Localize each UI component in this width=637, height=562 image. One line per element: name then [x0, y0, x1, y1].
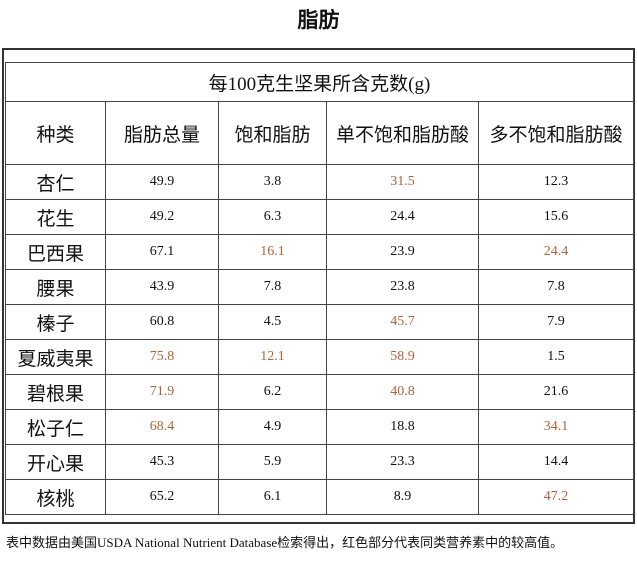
value-cell: 49.9: [105, 164, 219, 200]
value-cell: 7.9: [478, 304, 634, 340]
nut-name: 夏威夷果: [5, 339, 106, 375]
column-header: 单不饱和脂肪酸: [326, 101, 479, 165]
value-cell: 6.3: [218, 199, 327, 235]
nut-name: 花生: [5, 199, 106, 235]
nut-name: 腰果: [5, 269, 106, 305]
data-row: 腰果 43.9 7.8 23.8 7.8: [5, 269, 634, 305]
page-title: 脂肪: [297, 8, 340, 32]
nutrition-table: 每100克生坚果所含克数(g) 种类 脂肪总量 饱和脂肪 单不饱和脂肪酸 多不饱和脂肪酸杏…: [5, 62, 634, 515]
data-row: 夏威夷果 75.8 12.1 58.9 1.5: [5, 339, 634, 375]
value-cell: 8.9: [326, 479, 479, 515]
value-cell: 7.8: [218, 269, 327, 305]
value-cell: 18.8: [326, 409, 479, 445]
value-cell: 34.1: [478, 409, 634, 445]
nut-name: 杏仁: [5, 164, 106, 200]
data-row: 碧根果 71.9 6.2 40.8 21.6: [5, 374, 634, 410]
value-cell: 31.5: [326, 164, 479, 200]
nut-name: 核桃: [5, 479, 106, 515]
table-caption: 每100克生坚果所含克数(g): [5, 62, 634, 102]
nut-name: 榛子: [5, 304, 106, 340]
value-cell: 23.8: [326, 269, 479, 305]
value-cell: 16.1: [218, 234, 327, 270]
value-cell: 47.2: [478, 479, 634, 515]
value-cell: 12.1: [218, 339, 327, 375]
data-row: 榛子 60.8 4.5 45.7 7.9: [5, 304, 634, 340]
value-cell: 21.6: [478, 374, 634, 410]
nut-name: 松子仁: [5, 409, 106, 445]
value-cell: 23.3: [326, 444, 479, 480]
data-row: 开心果 45.3 5.9 23.3 14.4: [5, 444, 634, 480]
column-header: 饱和脂肪: [218, 101, 327, 165]
value-cell: 7.8: [478, 269, 634, 305]
value-cell: 6.2: [218, 374, 327, 410]
caption-row: 每100克生坚果所含克数(g): [5, 62, 634, 102]
column-header: 脂肪总量: [105, 101, 219, 165]
table-frame: [2, 48, 635, 524]
value-cell: 3.8: [218, 164, 327, 200]
value-cell: 15.6: [478, 199, 634, 235]
value-cell: 24.4: [326, 199, 479, 235]
value-cell: 45.7: [326, 304, 479, 340]
nut-name: 巴西果: [5, 234, 106, 270]
value-cell: 65.2: [105, 479, 219, 515]
value-cell: 49.2: [105, 199, 219, 235]
value-cell: 24.4: [478, 234, 634, 270]
value-cell: 67.1: [105, 234, 219, 270]
column-header: 种类: [5, 101, 106, 165]
value-cell: 45.3: [105, 444, 219, 480]
header-row: 种类 脂肪总量 饱和脂肪 单不饱和脂肪酸 多不饱和脂肪酸: [5, 101, 634, 165]
nut-name: 开心果: [5, 444, 106, 480]
value-cell: 14.4: [478, 444, 634, 480]
nut-name: 碧根果: [5, 374, 106, 410]
value-cell: 40.8: [326, 374, 479, 410]
data-row: 松子仁 68.4 4.9 18.8 34.1: [5, 409, 634, 445]
value-cell: 60.8: [105, 304, 219, 340]
value-cell: 1.5: [478, 339, 634, 375]
value-cell: 68.4: [105, 409, 219, 445]
value-cell: 43.9: [105, 269, 219, 305]
value-cell: 4.9: [218, 409, 327, 445]
column-header: 多不饱和脂肪酸: [478, 101, 634, 165]
value-cell: 6.1: [218, 479, 327, 515]
data-row: 巴西果 67.1 16.1 23.9 24.4: [5, 234, 634, 270]
value-cell: 58.9: [326, 339, 479, 375]
data-row: 花生 49.2 6.3 24.4 15.6: [5, 199, 634, 235]
value-cell: 12.3: [478, 164, 634, 200]
value-cell: 71.9: [105, 374, 219, 410]
footnote: 表中数据由美国USDA National Nutrient Database检索…: [6, 535, 564, 550]
value-cell: 23.9: [326, 234, 479, 270]
value-cell: 5.9: [218, 444, 327, 480]
data-row: 核桃 65.2 6.1 8.9 47.2: [5, 479, 634, 515]
value-cell: 75.8: [105, 339, 219, 375]
data-row: 杏仁 49.9 3.8 31.5 12.3: [5, 164, 634, 200]
value-cell: 4.5: [218, 304, 327, 340]
